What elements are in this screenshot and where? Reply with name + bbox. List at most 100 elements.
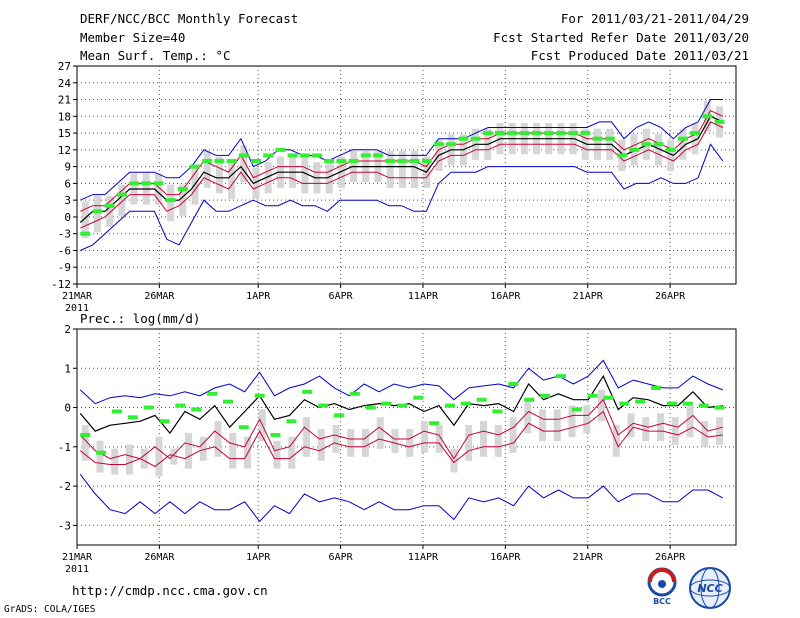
- obs-marker: [238, 425, 249, 430]
- y-tick-label: 18: [58, 110, 71, 123]
- obs-marker: [429, 421, 440, 426]
- obs-marker: [397, 403, 408, 408]
- panel-title: Prec.: log(mm/d): [80, 311, 200, 326]
- obs-marker: [555, 374, 566, 379]
- obs-marker: [555, 131, 566, 136]
- series-lower-line: [80, 121, 724, 229]
- grads-credit: GrADS: COLA/IGES: [4, 604, 96, 615]
- y-tick-label: 0: [64, 402, 71, 415]
- obs-marker: [159, 419, 170, 424]
- y-tick-label: 2: [64, 323, 71, 336]
- ensemble-box: [679, 128, 687, 160]
- ensemble-box: [612, 425, 620, 457]
- y-tick-label: -3: [58, 519, 71, 532]
- obs-marker: [141, 181, 152, 186]
- x-tick-label: 16APR: [490, 291, 521, 302]
- y-tick-label: 0: [64, 211, 71, 224]
- y-tick-label: -9: [58, 261, 71, 274]
- x-tick-label: 1APR: [246, 291, 271, 302]
- obs-marker: [580, 131, 591, 136]
- ensemble-box: [252, 167, 260, 199]
- obs-marker: [651, 385, 662, 390]
- obs-marker: [666, 401, 677, 406]
- y-tick-label: -3: [58, 228, 71, 241]
- ensemble-box: [347, 428, 355, 457]
- member-size: Member Size=40: [80, 30, 186, 45]
- ensemble-box: [411, 151, 419, 188]
- ensemble-box: [391, 428, 399, 453]
- obs-marker: [592, 136, 603, 141]
- forecast-period: For 2011/03/21-2011/04/29: [560, 11, 749, 26]
- obs-marker: [92, 209, 103, 214]
- y-tick-label: 6: [64, 177, 71, 190]
- obs-marker: [677, 136, 688, 141]
- obs-marker: [524, 397, 535, 402]
- year-label: 2011: [65, 564, 89, 575]
- ensemble-box: [524, 401, 532, 434]
- obs-marker: [286, 419, 297, 424]
- obs-marker: [238, 153, 249, 158]
- obs-marker: [446, 142, 457, 147]
- obs-marker: [214, 159, 225, 164]
- ensemble-box: [125, 444, 133, 475]
- obs-marker: [333, 413, 344, 418]
- ensemble-box: [465, 425, 473, 461]
- x-tick-label: 11APR: [408, 552, 439, 563]
- obs-marker: [543, 131, 554, 136]
- obs-marker: [365, 405, 376, 410]
- ensemble-box: [480, 421, 488, 457]
- obs-marker: [476, 397, 487, 402]
- bcc-logo: BCC: [647, 567, 677, 606]
- series-mean-line: [79, 115, 724, 223]
- obs-marker: [616, 153, 627, 158]
- obs-marker: [460, 401, 471, 406]
- ensemble-box: [337, 156, 345, 188]
- obs-marker: [421, 159, 432, 164]
- obs-marker: [263, 153, 274, 158]
- ensemble-box: [362, 428, 370, 457]
- obs-marker: [311, 153, 322, 158]
- ensemble-box: [118, 184, 126, 216]
- ensemble-box: [81, 425, 89, 461]
- ensemble-box: [494, 425, 502, 457]
- obs-marker: [127, 415, 138, 420]
- obs-marker: [409, 159, 420, 164]
- precipitation-panel: -3 -2 -1 0 1 2 21MAR 26MAR 1APR 6APR 11APR 16APR 21A…: [58, 311, 737, 575]
- obs-marker: [349, 391, 360, 396]
- obs-marker: [116, 192, 127, 197]
- obs-marker: [397, 159, 408, 164]
- forecast-started-date: Fcst Started Refer Date 2011/03/20: [493, 30, 749, 45]
- obs-marker: [604, 136, 615, 141]
- obs-marker: [519, 131, 530, 136]
- forecast-produced-date: Fcst Produced Date 2011/03/21: [530, 48, 749, 63]
- x-tick-label: 26APR: [655, 291, 686, 302]
- obs-marker: [153, 181, 164, 186]
- ensemble-box: [301, 156, 309, 194]
- obs-marker: [690, 131, 701, 136]
- ensemble-box: [398, 151, 406, 188]
- ensemble-box: [583, 405, 591, 434]
- x-tick-label: 21APR: [573, 552, 604, 563]
- x-tick-label: 21MAR: [62, 291, 93, 302]
- ensemble-box: [303, 417, 311, 457]
- obs-marker: [318, 403, 329, 408]
- temperature-panel: -12 -9 -6 -3 0 3 6 9 12 15 18 21 24 27 21MAR 26MAR 1APR 6…: [51, 60, 737, 314]
- obs-marker: [129, 181, 140, 186]
- obs-marker: [190, 164, 201, 169]
- ensemble-box: [598, 389, 606, 422]
- ensemble-box: [111, 448, 119, 475]
- obs-marker: [665, 147, 676, 152]
- y-tick-label: 9: [64, 161, 71, 174]
- ensemble-box: [325, 162, 333, 194]
- obs-marker: [507, 131, 518, 136]
- y-tick-label: -6: [58, 244, 71, 257]
- ensemble-box: [191, 167, 199, 205]
- y-tick-label: 24: [58, 77, 72, 90]
- y-tick-label: -1: [58, 441, 71, 454]
- obs-marker: [80, 231, 91, 236]
- ensemble-box: [273, 440, 281, 469]
- ensemble-box: [386, 151, 394, 188]
- obs-marker: [254, 393, 265, 398]
- ensemble-box: [184, 432, 192, 469]
